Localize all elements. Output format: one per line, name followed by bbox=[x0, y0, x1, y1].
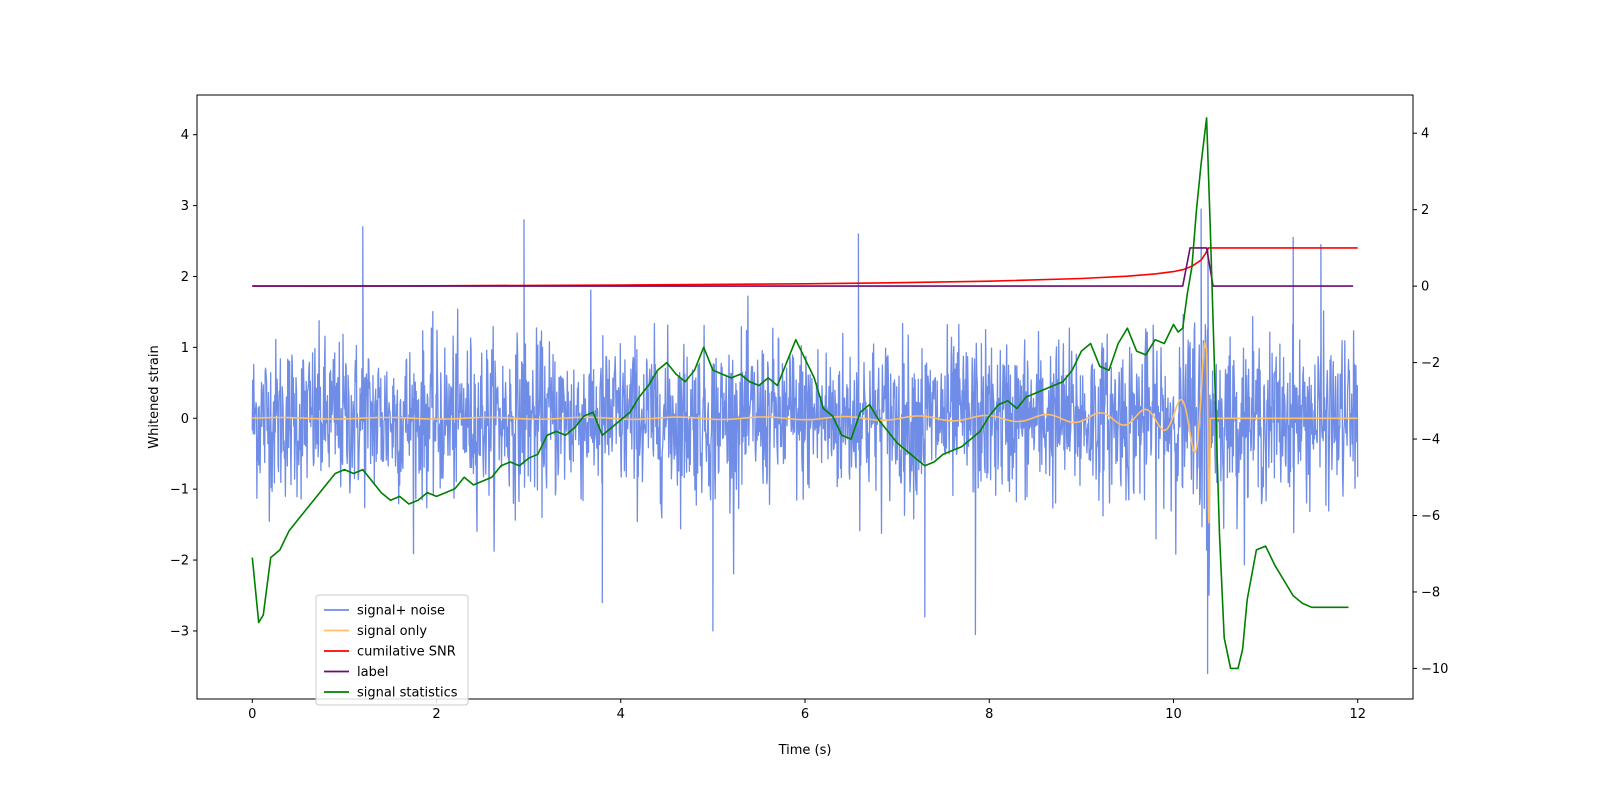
legend-label: cumilative SNR bbox=[357, 645, 456, 660]
x-tick-label: 4 bbox=[617, 707, 625, 722]
legend-label: signal statistics bbox=[357, 686, 458, 701]
y-axis-left: −3 −2 −1 0 1 2 3 4 bbox=[170, 128, 197, 639]
y-axis-label: Whitened strain bbox=[147, 345, 162, 448]
y2-tick-label: −8 bbox=[1421, 585, 1440, 600]
x-tick-label: 8 bbox=[985, 707, 993, 722]
y2-tick-label: −2 bbox=[1421, 356, 1440, 371]
y-tick-label: 3 bbox=[181, 199, 189, 214]
legend-label: label bbox=[357, 665, 388, 680]
y2-tick-label: 4 bbox=[1421, 127, 1429, 142]
y2-tick-label: −6 bbox=[1421, 509, 1440, 524]
y-tick-label: 2 bbox=[181, 270, 189, 285]
y-tick-label: −1 bbox=[170, 483, 189, 498]
x-axis: 0 2 4 6 8 10 12 bbox=[248, 699, 1366, 722]
y-tick-label: 1 bbox=[181, 341, 189, 356]
x-tick-label: 6 bbox=[801, 707, 809, 722]
y-tick-label: −3 bbox=[170, 624, 189, 639]
y2-tick-label: −10 bbox=[1421, 662, 1448, 677]
y-tick-label: 4 bbox=[181, 128, 189, 143]
plot-series bbox=[251, 117, 1359, 675]
y-axis-right: −10 −8 −6 −4 −2 0 2 4 bbox=[1413, 127, 1448, 677]
series-line-0 bbox=[251, 208, 1359, 675]
legend: signal+ noise signal only cumilative SNR la… bbox=[315, 594, 469, 706]
y-tick-label: −2 bbox=[170, 554, 189, 569]
y2-tick-label: 2 bbox=[1421, 203, 1429, 218]
x-tick-label: 2 bbox=[432, 707, 440, 722]
x-tick-label: 0 bbox=[248, 707, 256, 722]
y2-tick-label: 0 bbox=[1421, 280, 1429, 295]
series-line-1 bbox=[251, 342, 1359, 524]
x-tick-label: 12 bbox=[1349, 707, 1366, 722]
y-tick-label: 0 bbox=[181, 412, 189, 427]
legend-label: signal only bbox=[357, 624, 427, 639]
x-tick-label: 10 bbox=[1165, 707, 1182, 722]
series-line-3 bbox=[252, 247, 1354, 287]
y2-tick-label: −4 bbox=[1421, 433, 1440, 448]
series-line-4 bbox=[251, 117, 1349, 670]
legend-label: signal+ noise bbox=[357, 604, 445, 619]
x-axis-label: Time (s) bbox=[778, 743, 832, 758]
legend-box bbox=[315, 594, 469, 706]
